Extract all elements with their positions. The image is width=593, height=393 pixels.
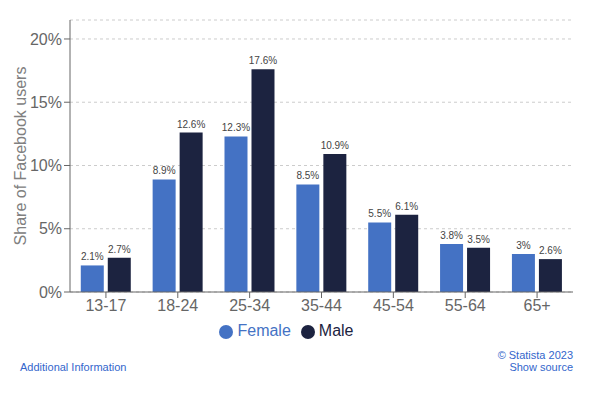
svg-text:35-44: 35-44 bbox=[301, 297, 342, 314]
svg-text:3.5%: 3.5% bbox=[467, 234, 490, 245]
svg-text:5%: 5% bbox=[39, 220, 62, 237]
svg-text:55-64: 55-64 bbox=[445, 297, 486, 314]
svg-text:8.9%: 8.9% bbox=[153, 165, 176, 176]
svg-text:10%: 10% bbox=[30, 157, 62, 174]
svg-text:18-24: 18-24 bbox=[157, 297, 198, 314]
svg-text:20%: 20% bbox=[30, 31, 62, 48]
svg-text:25-34: 25-34 bbox=[229, 297, 270, 314]
svg-text:65+: 65+ bbox=[524, 297, 551, 314]
svg-text:12.6%: 12.6% bbox=[177, 119, 205, 130]
svg-text:13-17: 13-17 bbox=[85, 297, 126, 314]
svg-text:3%: 3% bbox=[516, 240, 531, 251]
html-text:© Statista 2023: © Statista 2023 bbox=[497, 349, 573, 361]
svg-text:2.7%: 2.7% bbox=[108, 244, 131, 255]
html-text:Show source: Show source bbox=[509, 361, 573, 373]
svg-text:45-54: 45-54 bbox=[373, 297, 414, 314]
html-text:Additional Information: Additional Information bbox=[20, 361, 127, 373]
svg-text:2.6%: 2.6% bbox=[539, 245, 562, 256]
html-text:Male: Male bbox=[318, 322, 354, 339]
svg-text:8.5%: 8.5% bbox=[296, 170, 319, 181]
svg-text:Share of Facebook users: Share of Facebook users bbox=[12, 67, 29, 246]
svg-text:15%: 15% bbox=[30, 94, 62, 111]
svg-text:2.1%: 2.1% bbox=[81, 251, 104, 262]
svg-text:12.3%: 12.3% bbox=[222, 122, 250, 133]
svg-text:5.5%: 5.5% bbox=[368, 208, 391, 219]
svg-text:10.9%: 10.9% bbox=[321, 140, 349, 151]
html-text:Female: Female bbox=[237, 322, 291, 339]
svg-text:17.6%: 17.6% bbox=[249, 55, 277, 66]
svg-text:0%: 0% bbox=[39, 284, 62, 301]
svg-text:3.8%: 3.8% bbox=[440, 230, 463, 241]
svg-text:6.1%: 6.1% bbox=[395, 201, 418, 212]
